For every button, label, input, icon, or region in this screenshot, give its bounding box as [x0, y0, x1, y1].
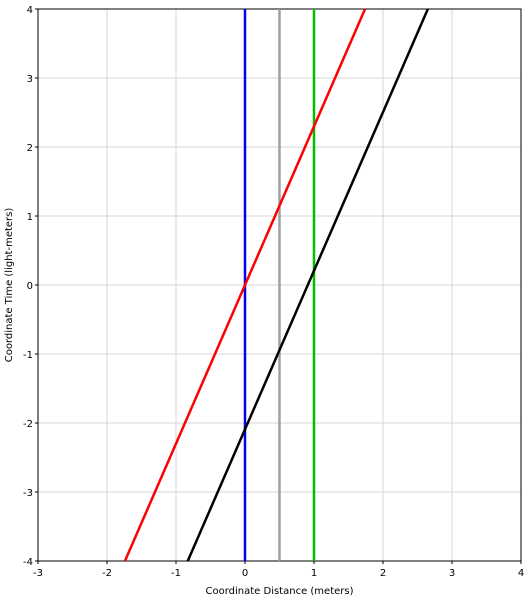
y-tick-label: 4	[27, 5, 33, 16]
y-tick-label: 0	[27, 281, 33, 292]
y-tick-label: 1	[27, 212, 33, 223]
x-tick-label: 4	[518, 568, 524, 579]
y-tick-label: -1	[23, 350, 33, 361]
x-tick-label: 1	[311, 568, 317, 579]
x-tick-labels: -3 -2 -1 0 1 2 3 4	[33, 561, 524, 579]
x-axis-title: Coordinate Distance (meters)	[206, 586, 354, 597]
x-tick-label: -2	[102, 568, 112, 579]
y-tick-labels: -4 -3 -2 -1 0 1 2 3 4	[23, 5, 38, 568]
x-tick-label: -3	[33, 568, 43, 579]
y-tick-label: -3	[23, 488, 33, 499]
x-tick-label: -1	[171, 568, 181, 579]
y-tick-label: 3	[27, 74, 33, 85]
y-axis-title: Coordinate Time (light-meters)	[4, 208, 15, 363]
x-tick-label: 2	[380, 568, 386, 579]
y-tick-label: 2	[27, 143, 33, 154]
y-tick-label: -2	[23, 419, 33, 430]
series-line-4	[123, 8, 367, 562]
x-tick-label: 0	[242, 568, 248, 579]
y-tick-label: -4	[23, 557, 33, 568]
x-tick-label: 3	[449, 568, 455, 579]
series-line-5	[186, 8, 429, 562]
series-group	[123, 8, 429, 562]
